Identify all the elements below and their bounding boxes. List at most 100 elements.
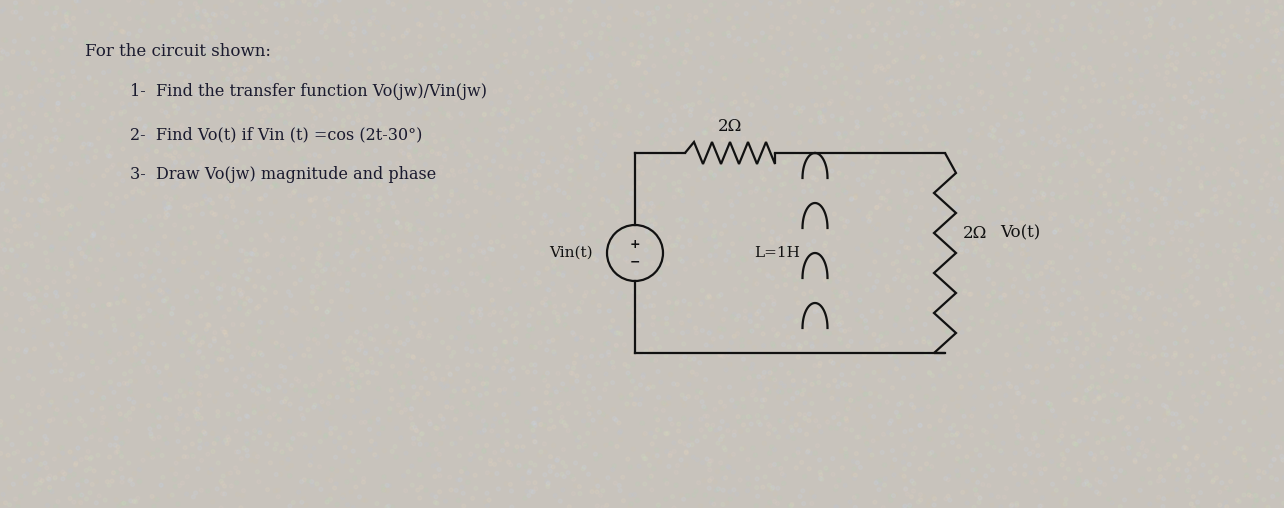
Point <box>788 353 809 361</box>
Point <box>648 96 669 104</box>
Point <box>811 165 832 173</box>
Point <box>1231 211 1252 219</box>
Point <box>127 133 148 141</box>
Point <box>1171 212 1192 220</box>
Point <box>1192 471 1212 479</box>
Point <box>366 20 386 28</box>
Point <box>199 109 220 117</box>
Point <box>496 149 516 157</box>
Point <box>86 306 107 314</box>
Point <box>267 28 288 37</box>
Point <box>982 132 1003 140</box>
Point <box>1045 210 1066 218</box>
Point <box>189 347 209 356</box>
Point <box>381 354 402 362</box>
Point <box>1233 319 1253 327</box>
Point <box>240 136 261 144</box>
Point <box>389 293 410 301</box>
Point <box>800 391 820 399</box>
Point <box>1158 53 1179 61</box>
Point <box>324 126 344 134</box>
Point <box>220 182 240 190</box>
Point <box>534 471 555 479</box>
Point <box>596 273 616 281</box>
Point <box>194 7 214 15</box>
Point <box>189 390 209 398</box>
Point <box>724 37 745 45</box>
Point <box>954 412 975 420</box>
Point <box>1066 59 1086 68</box>
Point <box>261 430 281 438</box>
Point <box>966 51 986 59</box>
Point <box>1117 394 1138 402</box>
Point <box>901 426 922 434</box>
Point <box>867 20 887 28</box>
Point <box>733 256 754 264</box>
Point <box>428 361 448 369</box>
Point <box>419 110 439 118</box>
Point <box>451 21 471 29</box>
Point <box>492 455 512 463</box>
Point <box>656 314 677 323</box>
Point <box>733 403 754 411</box>
Point <box>657 260 678 268</box>
Point <box>569 38 589 46</box>
Point <box>221 391 241 399</box>
Point <box>9 125 30 133</box>
Point <box>1043 265 1063 273</box>
Point <box>121 497 141 505</box>
Point <box>266 104 286 112</box>
Point <box>940 234 960 242</box>
Point <box>271 362 291 370</box>
Point <box>619 107 639 115</box>
Point <box>195 10 216 18</box>
Point <box>406 169 426 177</box>
Point <box>338 281 358 289</box>
Point <box>559 399 579 407</box>
Point <box>778 259 799 267</box>
Point <box>570 308 591 316</box>
Point <box>927 314 948 323</box>
Point <box>484 351 505 359</box>
Point <box>155 193 176 201</box>
Point <box>1113 213 1134 221</box>
Point <box>104 322 125 330</box>
Point <box>1095 454 1116 462</box>
Point <box>157 286 177 294</box>
Point <box>1090 27 1111 36</box>
Point <box>533 12 553 20</box>
Point <box>1238 4 1258 12</box>
Point <box>172 7 193 15</box>
Point <box>628 353 648 361</box>
Point <box>160 195 181 203</box>
Point <box>65 459 86 467</box>
Point <box>746 187 767 195</box>
Point <box>764 68 785 76</box>
Point <box>847 315 868 324</box>
Point <box>81 234 101 242</box>
Point <box>624 312 645 320</box>
Point <box>100 404 121 412</box>
Point <box>664 379 684 388</box>
Point <box>303 107 324 115</box>
Point <box>250 0 271 7</box>
Point <box>54 244 74 252</box>
Point <box>249 378 270 387</box>
Point <box>835 223 855 231</box>
Point <box>945 166 966 174</box>
Point <box>1207 117 1228 125</box>
Point <box>112 275 132 283</box>
Point <box>371 163 392 171</box>
Point <box>611 394 632 402</box>
Point <box>580 193 601 201</box>
Point <box>169 89 190 97</box>
Point <box>0 122 19 131</box>
Point <box>990 149 1011 157</box>
Point <box>370 360 390 368</box>
Point <box>177 293 198 301</box>
Point <box>299 388 320 396</box>
Point <box>836 64 856 72</box>
Point <box>0 501 19 508</box>
Point <box>223 284 244 293</box>
Point <box>383 362 403 370</box>
